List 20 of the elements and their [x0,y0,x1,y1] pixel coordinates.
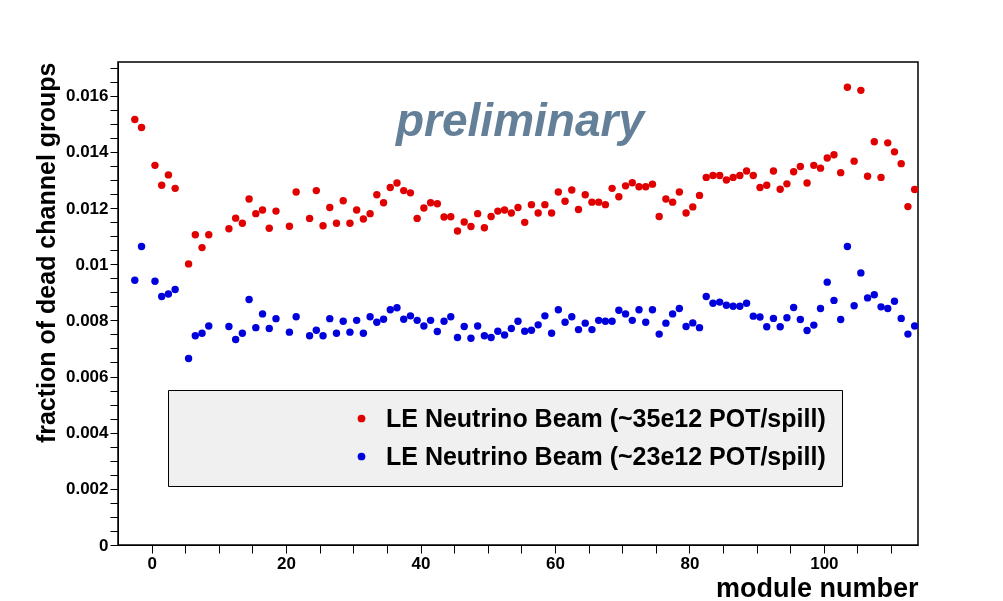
x-tick-label: 40 [411,553,431,573]
y-tick-label: 0.006 [65,367,109,387]
y-tick-label: 0.016 [65,86,109,106]
x-tick-label: 20 [277,553,297,573]
y-tick-label: 0 [99,535,109,555]
y-tick-label: 0.002 [65,479,109,499]
legend-label: LE Neutrino Beam (~35e12 POT/spill) [386,403,826,432]
x-tick-label: 100 [810,553,839,573]
x-tick-label: 60 [546,553,565,573]
y-tick-label: 0.014 [65,142,110,162]
y-tick-label: 0.012 [65,198,109,218]
y-tick-label: 0.004 [65,423,110,443]
y-tick-label: 0.01 [75,254,109,274]
y-axis-title: fraction of dead channel groups [31,62,60,444]
legend-label: LE Neutrino Beam (~23e12 POT/spill) [386,441,826,470]
x-tick-label: 0 [147,553,157,573]
x-tick-label: 80 [680,553,700,573]
annotation: preliminary [394,94,647,146]
y-tick-label: 0.008 [65,310,109,330]
x-axis-title: module number [715,572,919,601]
